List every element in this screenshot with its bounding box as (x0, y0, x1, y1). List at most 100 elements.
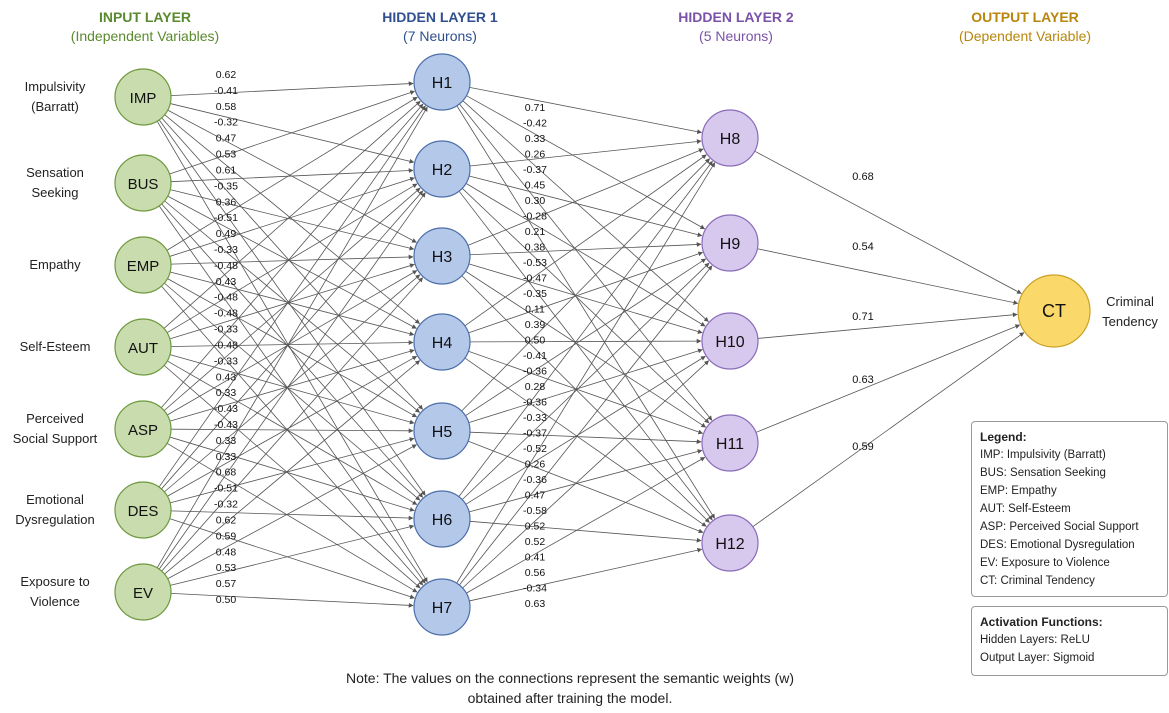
connection-h1-h2 (468, 263, 703, 334)
hidden2-node-h8-label: H8 (720, 131, 741, 148)
hidden1-node-h1: H1 (413, 53, 471, 111)
input-label-ev: Exposure to Violence (0, 572, 110, 612)
hidden2-node-h8: H8 (701, 109, 759, 167)
input-label-line: Self-Esteem (19, 339, 91, 354)
input-label-asp: Perceived Social Support (0, 409, 110, 449)
weight-label-h2-output: 0.71 (852, 311, 873, 323)
connection-h1-h2 (458, 160, 713, 497)
weight-label-h1-h2: -0.37 (523, 164, 547, 176)
input-node-bus-label: BUS (128, 176, 159, 193)
connection-h1-h2 (462, 360, 710, 589)
output-layer-heading: OUTPUT LAYER (Dependent Variable) (920, 8, 1130, 46)
input-node-asp-label: ASP (128, 422, 158, 439)
hidden-layer-1-title: HIDDEN LAYER 1 (382, 9, 498, 25)
weight-label-h1-h2: 0.26 (525, 459, 546, 471)
footnote-line-2: obtained after training the model. (467, 690, 673, 706)
connection-h1-h2 (462, 100, 709, 322)
input-node-des-label: DES (128, 503, 159, 520)
input-node-des-circle (114, 481, 172, 539)
connection-h1-h2 (458, 190, 713, 521)
input-label-line: Exposure to (20, 574, 90, 589)
connection-input-h1 (169, 90, 415, 175)
weight-label-h2-output: 0.54 (852, 241, 873, 253)
connection-input-h1 (156, 106, 428, 569)
input-node-emp: EMP (114, 236, 172, 294)
activation-item: Hidden Layers: ReLU (980, 634, 1090, 646)
hidden-layer-2-subtitle: (5 Neurons) (699, 28, 773, 44)
hidden2-node-h9-label: H9 (720, 236, 741, 253)
output-label: Criminal Tendency (1092, 292, 1168, 332)
weight-label-input-h1: -0.48 (214, 260, 238, 272)
connection-input-h1 (170, 340, 414, 347)
hidden2-node-h12: H12 (701, 514, 759, 572)
weight-label-h1-h2: 0.33 (525, 133, 546, 145)
weight-label-input-h1: 0.47 (216, 133, 237, 145)
hidden2-node-h12-circle (701, 514, 759, 572)
connection-input-h1 (167, 270, 418, 416)
connection-input-h1 (170, 189, 415, 251)
hidden1-node-h1-circle (413, 53, 471, 111)
hidden2-node-h10: H10 (701, 312, 759, 370)
weight-label-h1-h2: -0.33 (523, 412, 547, 424)
input-node-ev: EV (114, 563, 172, 621)
input-node-asp: ASP (114, 400, 172, 458)
hidden1-node-h4-circle (413, 313, 471, 371)
input-node-emp-circle (114, 236, 172, 294)
weight-label-input-h1: 0.62 (216, 514, 237, 526)
hidden1-node-h7: H7 (413, 578, 471, 636)
hidden-layer-1-subtitle: (7 Neurons) (403, 28, 477, 44)
weight-label-h1-h2: 0.28 (525, 381, 546, 393)
connection-input-h1 (169, 349, 415, 422)
connection-h1-h2 (469, 139, 702, 167)
weight-label-h1-h2: 0.52 (525, 521, 546, 533)
connection-input-h1 (170, 254, 414, 265)
input-label-line: Emotional (26, 492, 84, 507)
weight-label-h1-h2: -0.35 (523, 288, 547, 300)
weight-label-input-h1: -0.43 (214, 403, 238, 415)
connection-input-h1 (158, 205, 426, 584)
connection-h1-h2 (464, 357, 707, 527)
connection-input-h1 (161, 277, 424, 572)
connection-input-h1 (169, 437, 415, 504)
footnote: Note: The values on the connections repr… (250, 668, 890, 708)
connection-h1-h2 (466, 95, 706, 230)
connection-input-h1 (160, 103, 424, 409)
input-label-line: (Barratt) (31, 99, 79, 114)
connection-h1-h2 (468, 449, 703, 513)
input-label-line: Social Support (12, 431, 98, 446)
input-label-bus: Sensation Seeking (0, 163, 110, 203)
connection-h2-output (757, 312, 1018, 339)
weight-labels: 0.62 -0.41 0.58 -0.32 0.47 0.53 0.61 -0.35 0.36 -… (214, 69, 874, 610)
input-node-bus-circle (114, 154, 172, 212)
hidden1-node-h7-label: H7 (432, 600, 453, 617)
connection-input-h1 (167, 195, 417, 329)
hidden1-node-h2-circle (413, 140, 471, 198)
connection-input-h1 (164, 274, 421, 493)
input-node-aut-circle (114, 318, 172, 376)
connection-input-h1 (163, 365, 421, 589)
weight-label-input-h1: 0.49 (216, 228, 237, 240)
weight-label-h1-h2: -0.42 (523, 118, 547, 130)
weight-label-h1-h2: -0.41 (523, 350, 547, 362)
weight-label-input-h1: -0.48 (214, 292, 238, 304)
connection-input-h1 (166, 442, 418, 593)
input-label-line: Perceived (26, 411, 84, 426)
input-label-line: Dysregulation (15, 512, 95, 527)
legend-item: EMP: Empathy (980, 485, 1057, 497)
weight-label-h1-h2: -0.53 (523, 257, 547, 269)
legend-item: CT: Criminal Tendency (980, 575, 1095, 587)
weight-label-h1-h2: 0.50 (525, 335, 546, 347)
weight-label-input-h1: 0.59 (216, 530, 237, 542)
connection-input-h1 (167, 355, 418, 497)
connection-input-h1 (158, 119, 426, 496)
weight-label-input-h1: 0.43 (216, 371, 237, 383)
connection-h1-h2 (469, 338, 702, 344)
hidden2-node-h9: H9 (701, 214, 759, 272)
activation-item: Output Layer: Sigmoid (980, 652, 1095, 664)
footnote-line-1: Note: The values on the connections repr… (346, 670, 794, 686)
connection-input-h1 (169, 518, 415, 600)
connection-h1-h2 (461, 262, 710, 500)
input-node-bus: BUS (114, 154, 172, 212)
connection-input-h1 (167, 278, 418, 418)
connection-input-h1 (170, 271, 415, 337)
